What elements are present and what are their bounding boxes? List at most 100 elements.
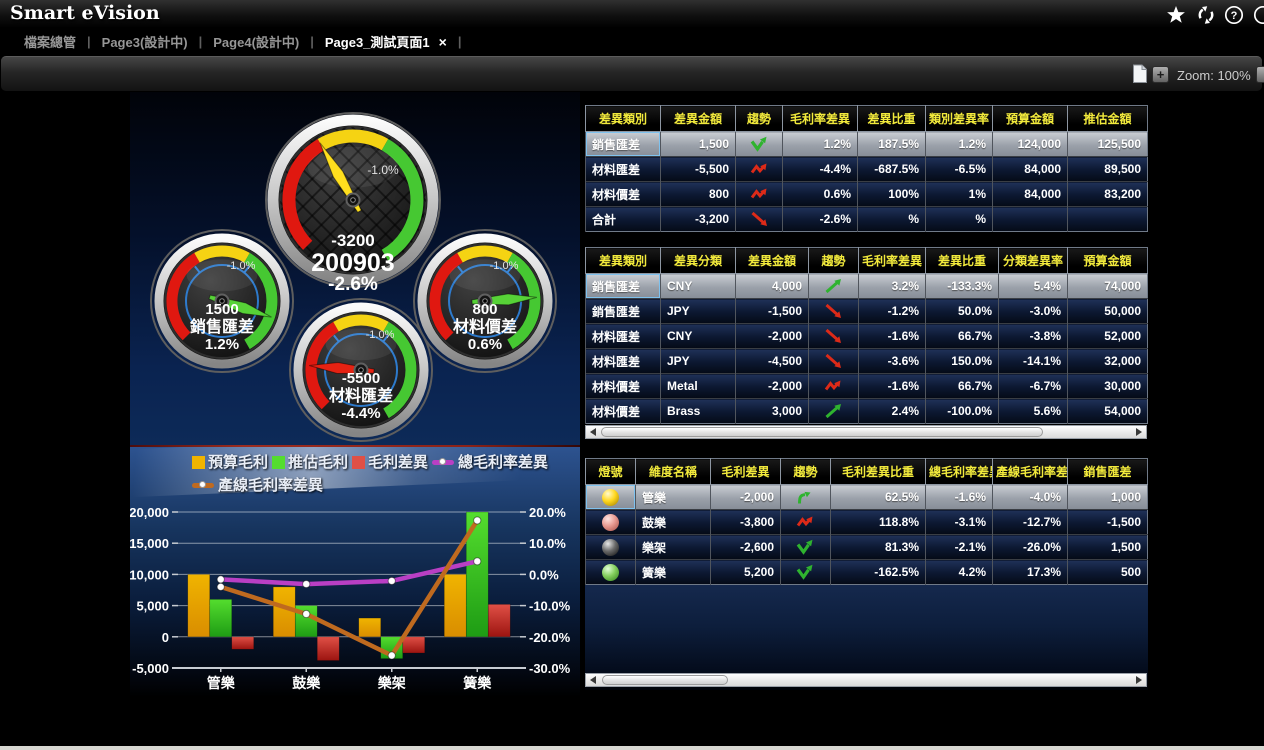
clipped-circle-icon[interactable] <box>1253 5 1264 25</box>
table-cell: 81.3% <box>830 534 926 560</box>
column-header[interactable]: 維度名稱 <box>635 458 711 485</box>
table-cell: % <box>925 206 993 232</box>
table-cell <box>585 559 636 585</box>
table-cell <box>780 534 831 560</box>
legend-item: 總毛利率差異 <box>432 451 548 474</box>
tab-page4-design[interactable]: Page4(設計中) <box>213 35 300 50</box>
column-header[interactable]: 差異金額 <box>660 105 736 132</box>
column-header[interactable]: 預算金額 <box>992 105 1068 132</box>
class-table-hscrollbar[interactable] <box>585 425 1147 439</box>
column-header[interactable]: 差異比重 <box>857 105 926 132</box>
table-row[interactable]: 銷售匯差 CNY 4,000 3.2% -133.3% 5.4% 74,000 <box>585 273 1148 299</box>
table-row[interactable]: 材料匯差 -5,500 -4.4% -687.5% -6.5% 84,000 89,500 <box>585 156 1148 182</box>
tab-file-explorer[interactable]: 檔案總管 <box>24 35 77 50</box>
table-cell: -3.8% <box>998 323 1068 349</box>
table-row[interactable]: 銷售匯差 JPY -1,500 -1.2% 50.0% -3.0% 50,000 <box>585 298 1148 324</box>
chart-legend: 預算毛利 推估毛利 毛利差異 總毛利率差異 產線毛利率差異 <box>192 451 577 497</box>
table-row[interactable]: 材料價差 Brass 3,000 2.4% -100.0% 5.6% 54,000 <box>585 398 1148 424</box>
column-header[interactable]: 類別差異率 <box>925 105 993 132</box>
table-cell: 材料匯差 <box>585 348 661 374</box>
table-row[interactable]: 材料匯差 JPY -4,500 -3.6% 150.0% -14.1% 32,000 <box>585 348 1148 374</box>
column-header[interactable]: 差異比重 <box>925 247 999 274</box>
column-header[interactable]: 毛利差異比重 <box>830 458 926 485</box>
table-row[interactable]: 合計 -3,200 -2.6%%% <box>585 206 1148 232</box>
tab-page3-test[interactable]: Page3_測試頁面1 × <box>316 32 456 51</box>
column-header[interactable]: 差異類別 <box>585 247 661 274</box>
table-row[interactable]: 鼓樂 -3,800 118.8% -3.1% -12.7% -1,500 <box>585 509 1148 535</box>
table-row[interactable]: 樂架 -2,600 81.3% -2.1% -26.0% 1,500 <box>585 534 1148 560</box>
panel-hscrollbar[interactable] <box>585 673 1147 687</box>
table-row[interactable]: 材料價差 800 0.6% 100% 1% 84,000 83,200 <box>585 181 1148 207</box>
table-cell: -3,800 <box>710 509 781 535</box>
scroll-left-button[interactable] <box>586 426 600 438</box>
table-cell: 83,200 <box>1067 181 1148 207</box>
column-header[interactable]: 燈號 <box>585 458 636 485</box>
column-header[interactable]: 總毛利率差異 <box>925 458 993 485</box>
table-row[interactable]: 簧樂 5,200 -162.5% 4.2% 17.3% 500 <box>585 559 1148 585</box>
column-header[interactable]: 毛利率差異 <box>782 105 858 132</box>
table-cell: % <box>857 206 926 232</box>
refresh-icon[interactable] <box>1196 5 1216 25</box>
trend-green-rise-icon <box>825 404 841 419</box>
table-row[interactable]: 管樂 -2,000 62.5% -1.6% -4.0% 1,000 <box>585 484 1148 510</box>
column-header[interactable]: 銷售匯差 <box>1067 458 1148 485</box>
table-cell <box>780 484 831 510</box>
dimension-profit-region: 燈號維度名稱毛利差異趨勢毛利差異比重總毛利率差異產線毛利率差!銷售匯差管樂-2,… <box>585 458 1148 585</box>
column-header[interactable]: 預算金額 <box>1067 247 1148 274</box>
table-cell: -2.1% <box>925 534 993 560</box>
table-cell: 2.4% <box>858 398 926 424</box>
tab-page3-design[interactable]: Page3(設計中) <box>101 35 188 50</box>
table-cell: 3.2% <box>858 273 926 299</box>
window-bottom-edge <box>0 746 1264 750</box>
zoom-out-button-clipped[interactable] <box>1256 66 1264 83</box>
trend-red-fall-icon <box>825 328 841 343</box>
help-icon[interactable]: ? <box>1224 5 1244 25</box>
column-header[interactable]: 趨勢 <box>780 458 831 485</box>
titlebar: Smart eVision ? <box>0 0 1264 28</box>
column-header[interactable]: 毛利率差異 <box>858 247 926 274</box>
table-cell: 5.6% <box>998 398 1068 424</box>
svg-text:0: 0 <box>162 630 169 645</box>
table-cell: 銷售匯差 <box>585 298 661 324</box>
table-cell: 簧樂 <box>635 559 711 585</box>
table-cell: 管樂 <box>635 484 711 510</box>
column-header[interactable]: 毛利差異 <box>710 458 781 485</box>
svg-text:10,000: 10,000 <box>130 567 169 582</box>
column-header[interactable]: 趨勢 <box>808 247 859 274</box>
trend-red-peak-icon <box>796 516 813 527</box>
scroll-right-button[interactable] <box>1132 674 1146 686</box>
favorites-star-icon[interactable] <box>1166 5 1186 25</box>
scroll-right-button[interactable] <box>1132 426 1146 438</box>
legend-line-marker <box>192 481 214 488</box>
table-row[interactable]: 材料匯差 CNY -2,000 -1.6% 66.7% -3.8% 52,000 <box>585 323 1148 349</box>
gauge-ref-label: -1.0% <box>490 260 519 272</box>
table-cell: -26.0% <box>992 534 1068 560</box>
new-page-icon[interactable] <box>1131 64 1149 84</box>
svg-text:-10.0%: -10.0% <box>529 599 571 614</box>
svg-text:?: ? <box>1231 10 1238 22</box>
column-header[interactable]: 推估金額 <box>1067 105 1148 132</box>
table-cell: -2,000 <box>710 484 781 510</box>
table-cell: -1,500 <box>735 298 809 324</box>
table-cell: -12.7% <box>992 509 1068 535</box>
tab-separator: | <box>198 34 203 49</box>
table-cell: 1.2% <box>925 131 993 157</box>
table-cell: 100% <box>857 181 926 207</box>
table-row[interactable]: 銷售匯差 1,500 1.2% 187.5% 1.2% 124,000 125,500 <box>585 131 1148 157</box>
gauge-period: 200903 <box>311 249 394 277</box>
zoom-in-button[interactable]: + <box>1152 66 1169 83</box>
column-header[interactable]: 差異金額 <box>735 247 809 274</box>
column-header[interactable]: 差異分類 <box>660 247 736 274</box>
column-header[interactable]: 分類差異率 <box>998 247 1068 274</box>
column-header[interactable]: 趨勢 <box>735 105 783 132</box>
column-header[interactable]: 差異類別 <box>585 105 661 132</box>
scroll-left-button[interactable] <box>586 674 600 686</box>
column-header[interactable]: 產線毛利率差! <box>992 458 1068 485</box>
table-row[interactable]: 材料價差 Metal -2,000 -1.6% 66.7% -6.7% 30,000 <box>585 373 1148 399</box>
tab-close-icon[interactable]: × <box>438 34 447 50</box>
variance-by-class-region: 差異類別 差異分類 差異金額 趨勢 毛利率差異 差異比重 分類差異率 預算金額 銷售匯差 CNY 4… <box>585 247 1148 424</box>
table-cell: 5,200 <box>710 559 781 585</box>
table-cell: -1.6% <box>858 323 926 349</box>
scrollbar-thumb[interactable] <box>601 427 1043 437</box>
scrollbar-thumb[interactable] <box>602 675 728 685</box>
